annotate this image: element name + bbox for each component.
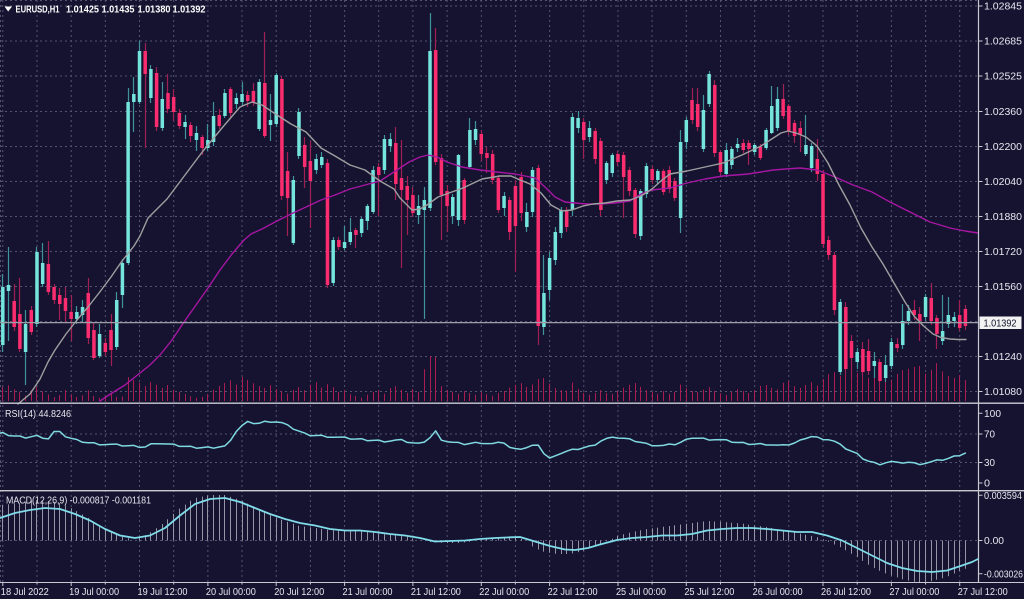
svg-text:1.01560: 1.01560: [984, 282, 1022, 293]
svg-text:25 Jul 12:00: 25 Jul 12:00: [684, 587, 734, 598]
svg-text:26 Jul 00:00: 26 Jul 00:00: [753, 587, 803, 598]
svg-text:EURUSD,H1: EURUSD,H1: [16, 4, 60, 16]
svg-text:1.02685: 1.02685: [984, 37, 1022, 48]
svg-text:1.02360: 1.02360: [984, 107, 1022, 118]
svg-text:18 Jul 2022: 18 Jul 2022: [1, 587, 49, 598]
svg-text:1.01380: 1.01380: [138, 4, 171, 16]
svg-text:1.02040: 1.02040: [984, 177, 1022, 188]
svg-text:100: 100: [984, 409, 1001, 420]
svg-text:-0.003026: -0.003026: [984, 569, 1023, 580]
svg-text:21 Jul 00:00: 21 Jul 00:00: [343, 587, 393, 598]
svg-text:19 Jul 00:00: 19 Jul 00:00: [69, 587, 119, 598]
svg-text:27 Jul 00:00: 27 Jul 00:00: [889, 587, 939, 598]
svg-text:1.01425: 1.01425: [66, 4, 99, 16]
svg-text:1.01435: 1.01435: [102, 4, 135, 16]
svg-text:0: 0: [984, 479, 990, 490]
svg-text:1.01392: 1.01392: [173, 4, 206, 16]
svg-text:30: 30: [984, 458, 995, 469]
svg-text:1.01240: 1.01240: [984, 352, 1022, 363]
svg-text:20 Jul 12:00: 20 Jul 12:00: [274, 587, 324, 598]
svg-text:22 Jul 00:00: 22 Jul 00:00: [479, 587, 529, 598]
svg-text:1.01720: 1.01720: [984, 247, 1022, 258]
svg-text:1.01880: 1.01880: [984, 212, 1022, 223]
svg-text:0.00: 0.00: [984, 536, 1004, 547]
svg-text:1.01080: 1.01080: [984, 387, 1022, 398]
svg-text:19 Jul 12:00: 19 Jul 12:00: [138, 587, 188, 598]
svg-text:0.003594: 0.003594: [984, 491, 1022, 502]
svg-text:25 Jul 00:00: 25 Jul 00:00: [616, 587, 666, 598]
svg-text:22 Jul 12:00: 22 Jul 12:00: [548, 587, 598, 598]
svg-text:RSI(14) 44.8246: RSI(14) 44.8246: [5, 409, 71, 420]
svg-text:27 Jul 12:00: 27 Jul 12:00: [958, 587, 1008, 598]
svg-text:1.01392: 1.01392: [984, 319, 1017, 330]
svg-text:20 Jul 00:00: 20 Jul 00:00: [206, 587, 256, 598]
svg-text:MACD(12,26,9) -0.000817 -0.001: MACD(12,26,9) -0.000817 -0.001181: [6, 496, 151, 507]
svg-text:26 Jul 12:00: 26 Jul 12:00: [821, 587, 871, 598]
svg-text:21 Jul 12:00: 21 Jul 12:00: [411, 587, 461, 598]
svg-text:1.02200: 1.02200: [984, 142, 1022, 153]
svg-text:1.02525: 1.02525: [984, 72, 1022, 83]
svg-text:1.02845: 1.02845: [984, 2, 1022, 13]
svg-text:70: 70: [984, 430, 995, 441]
